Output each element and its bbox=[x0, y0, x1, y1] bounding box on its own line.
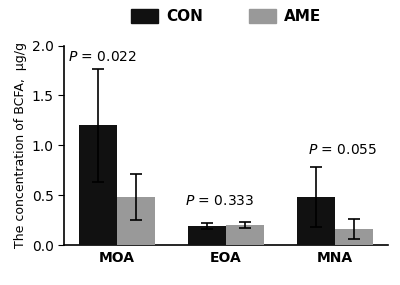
Bar bbox=[117, 197, 155, 245]
Bar bbox=[335, 229, 373, 245]
Text: $\it{P}$ = 0.333: $\it{P}$ = 0.333 bbox=[184, 194, 254, 208]
Text: $\it{P}$ = 0.055: $\it{P}$ = 0.055 bbox=[308, 143, 377, 157]
Bar bbox=[79, 125, 117, 245]
Bar bbox=[297, 197, 335, 245]
Y-axis label: The concentration of BCFA,  μg/g: The concentration of BCFA, μg/g bbox=[14, 42, 28, 248]
Text: $\it{P}$ = 0.022: $\it{P}$ = 0.022 bbox=[68, 50, 137, 64]
Bar bbox=[188, 226, 226, 245]
Bar bbox=[226, 225, 264, 245]
Legend: CON, AME: CON, AME bbox=[131, 9, 321, 25]
